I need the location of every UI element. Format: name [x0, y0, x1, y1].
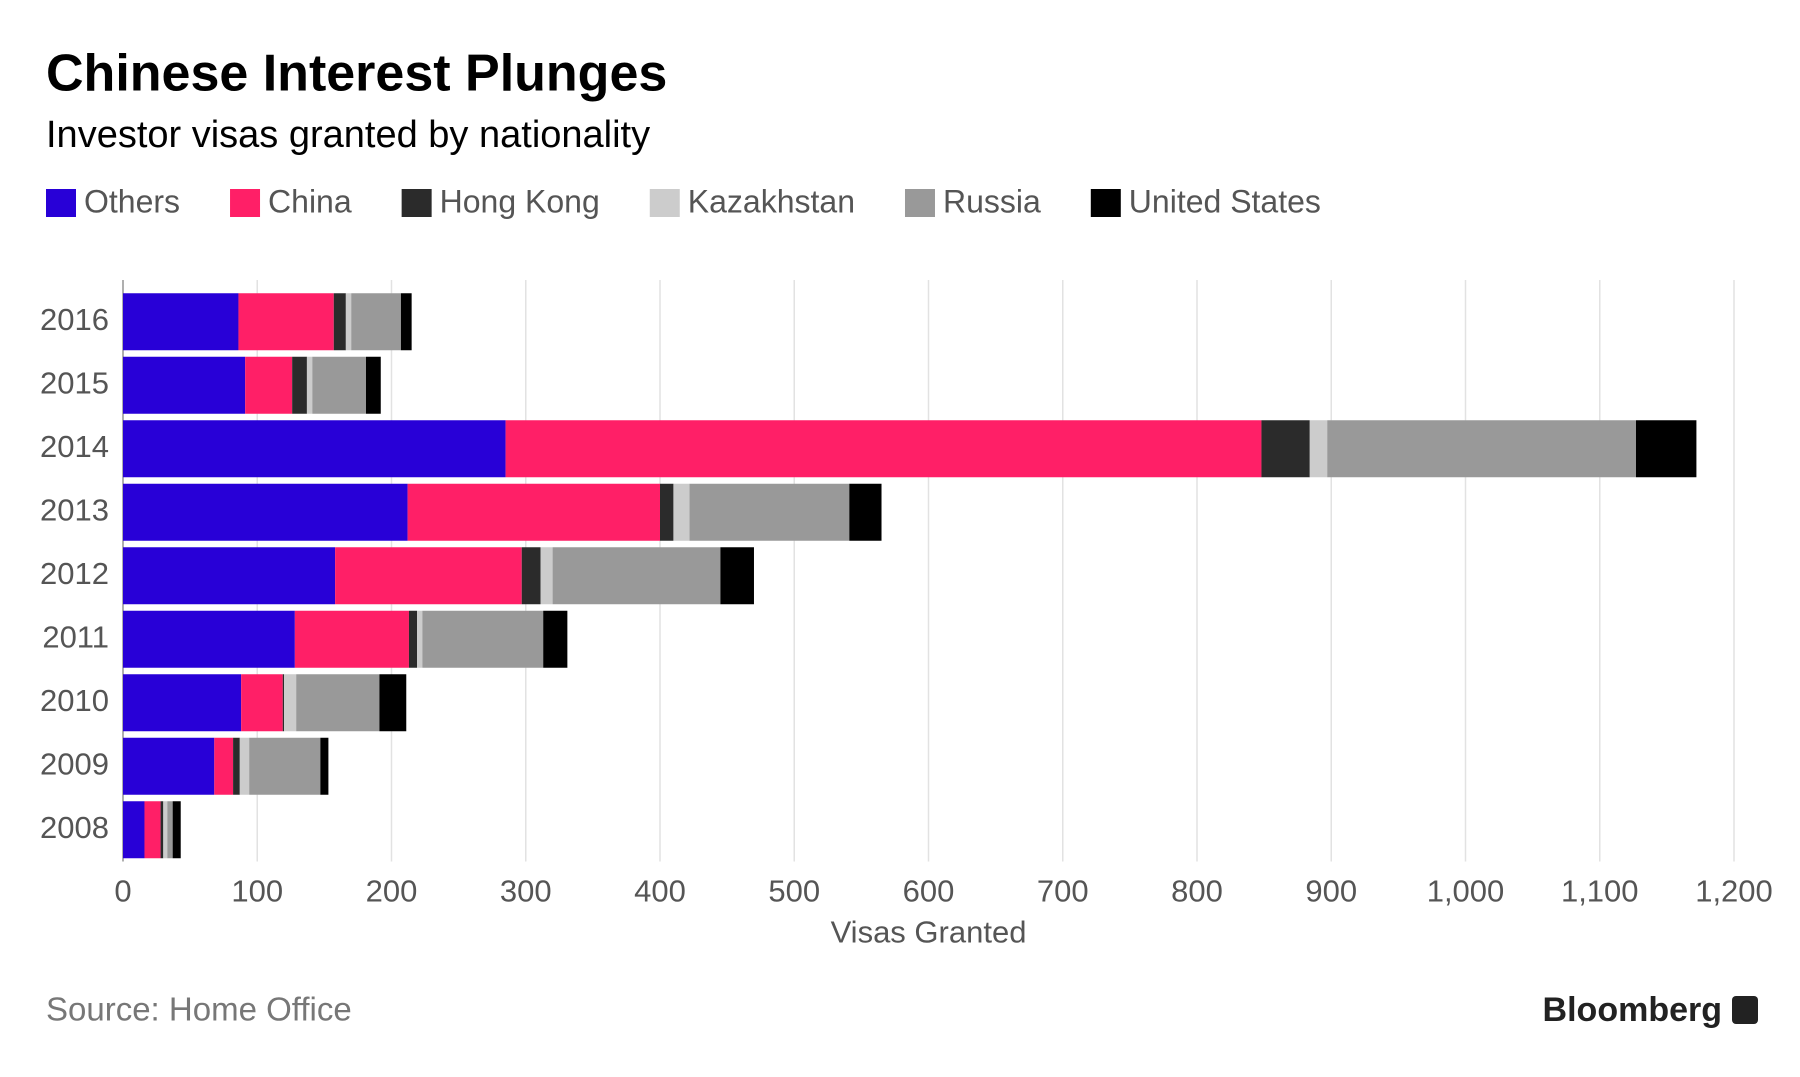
x-axis-title: Visas Granted — [831, 915, 1027, 950]
bar-segment — [167, 801, 173, 859]
source: Source: Home Office — [46, 991, 352, 1028]
bar-segment — [689, 483, 850, 541]
bar-segment — [673, 483, 690, 541]
bar-segment — [172, 801, 181, 859]
brand: Bloomberg — [1543, 991, 1722, 1029]
bar-segment — [312, 356, 366, 414]
bar-segment — [284, 674, 297, 732]
legend-swatch — [46, 189, 76, 217]
y-tick-label: 2014 — [40, 429, 109, 464]
bar-segment — [400, 293, 412, 351]
chart-title: Chinese Interest Plunges — [46, 45, 667, 103]
bar-segment — [849, 483, 882, 541]
bar-segment — [422, 610, 544, 668]
bar-segment — [1327, 420, 1636, 478]
bar-segment — [379, 674, 407, 732]
bar-segment — [335, 547, 522, 605]
x-tick-label: 200 — [366, 874, 418, 909]
bar-segment — [160, 801, 164, 859]
bar-segment — [540, 547, 553, 605]
bar-segment — [365, 356, 381, 414]
legend-swatch — [904, 189, 935, 217]
bar-segment — [407, 483, 660, 541]
x-tick-label: 800 — [1171, 874, 1223, 909]
legend-swatch — [401, 189, 432, 217]
y-tick-label: 2008 — [40, 810, 109, 845]
bar-segment — [123, 547, 336, 605]
legend-label: Hong Kong — [440, 183, 600, 219]
y-tick-label: 2013 — [40, 492, 109, 527]
y-tick-label: 2012 — [40, 556, 109, 591]
bar-segment — [1635, 420, 1697, 478]
bar-segment — [238, 293, 334, 351]
bar-segment — [306, 356, 313, 414]
bar-segment — [123, 420, 506, 478]
x-tick-label: 600 — [903, 874, 955, 909]
x-tick-label: 700 — [1037, 874, 1089, 909]
bar-segment — [123, 610, 295, 668]
x-tick-label: 500 — [768, 874, 820, 909]
bar-segment — [552, 547, 721, 605]
bar-segment — [123, 737, 215, 795]
y-tick-label: 2009 — [40, 746, 109, 781]
brand-icon — [1732, 996, 1758, 1024]
x-tick-label: 1,000 — [1427, 874, 1505, 909]
bar-segment — [320, 737, 329, 795]
bar-segment — [123, 356, 246, 414]
legend-label: Russia — [943, 183, 1041, 219]
bar-segment — [408, 610, 418, 668]
bar-segment — [1309, 420, 1328, 478]
bar-segment — [333, 293, 346, 351]
bar-segment — [144, 801, 161, 859]
bar-segment — [1261, 420, 1310, 478]
legend-label: Kazakhstan — [688, 183, 855, 219]
bar-segment — [296, 674, 380, 732]
legend-label: United States — [1129, 183, 1321, 219]
bar-segment — [543, 610, 568, 668]
y-tick-label: 2010 — [40, 683, 109, 718]
bar-segment — [239, 737, 250, 795]
legend-swatch — [1090, 189, 1121, 217]
x-tick-label: 300 — [500, 874, 552, 909]
bar-segment — [163, 801, 168, 859]
x-tick-label: 100 — [231, 874, 283, 909]
bar-segment — [292, 356, 307, 414]
bar-segment — [351, 293, 401, 351]
x-tick-label: 1,200 — [1695, 874, 1773, 909]
bar-segment — [345, 293, 352, 351]
x-tick-label: 0 — [114, 874, 131, 909]
bar-segment — [233, 737, 240, 795]
bar-segment — [521, 547, 541, 605]
bar-segment — [245, 356, 293, 414]
chart-subtitle: Investor visas granted by nationality — [46, 114, 650, 156]
bar-segment — [660, 483, 674, 541]
bar-segment — [294, 610, 409, 668]
bar-segment — [123, 674, 242, 732]
bar-segment — [282, 674, 285, 732]
bar-segment — [249, 737, 321, 795]
bar-segment — [123, 801, 145, 859]
bar-segment — [505, 420, 1262, 478]
bar-segment — [241, 674, 283, 732]
x-tick-label: 1,100 — [1561, 874, 1639, 909]
legend-swatch — [649, 189, 680, 217]
legend-swatch — [230, 189, 261, 217]
bar-segment — [417, 610, 423, 668]
bar-segment — [720, 547, 754, 605]
legend-label: China — [268, 183, 352, 219]
y-tick-label: 2011 — [42, 619, 109, 654]
legend-label: Others — [84, 183, 180, 219]
y-tick-label: 2016 — [40, 302, 109, 337]
y-tick-label: 2015 — [40, 365, 109, 400]
bar-segment — [214, 737, 234, 795]
bar-segment — [123, 483, 408, 541]
x-tick-label: 400 — [634, 874, 686, 909]
x-tick-label: 900 — [1305, 874, 1357, 909]
bar-segment — [123, 293, 239, 351]
